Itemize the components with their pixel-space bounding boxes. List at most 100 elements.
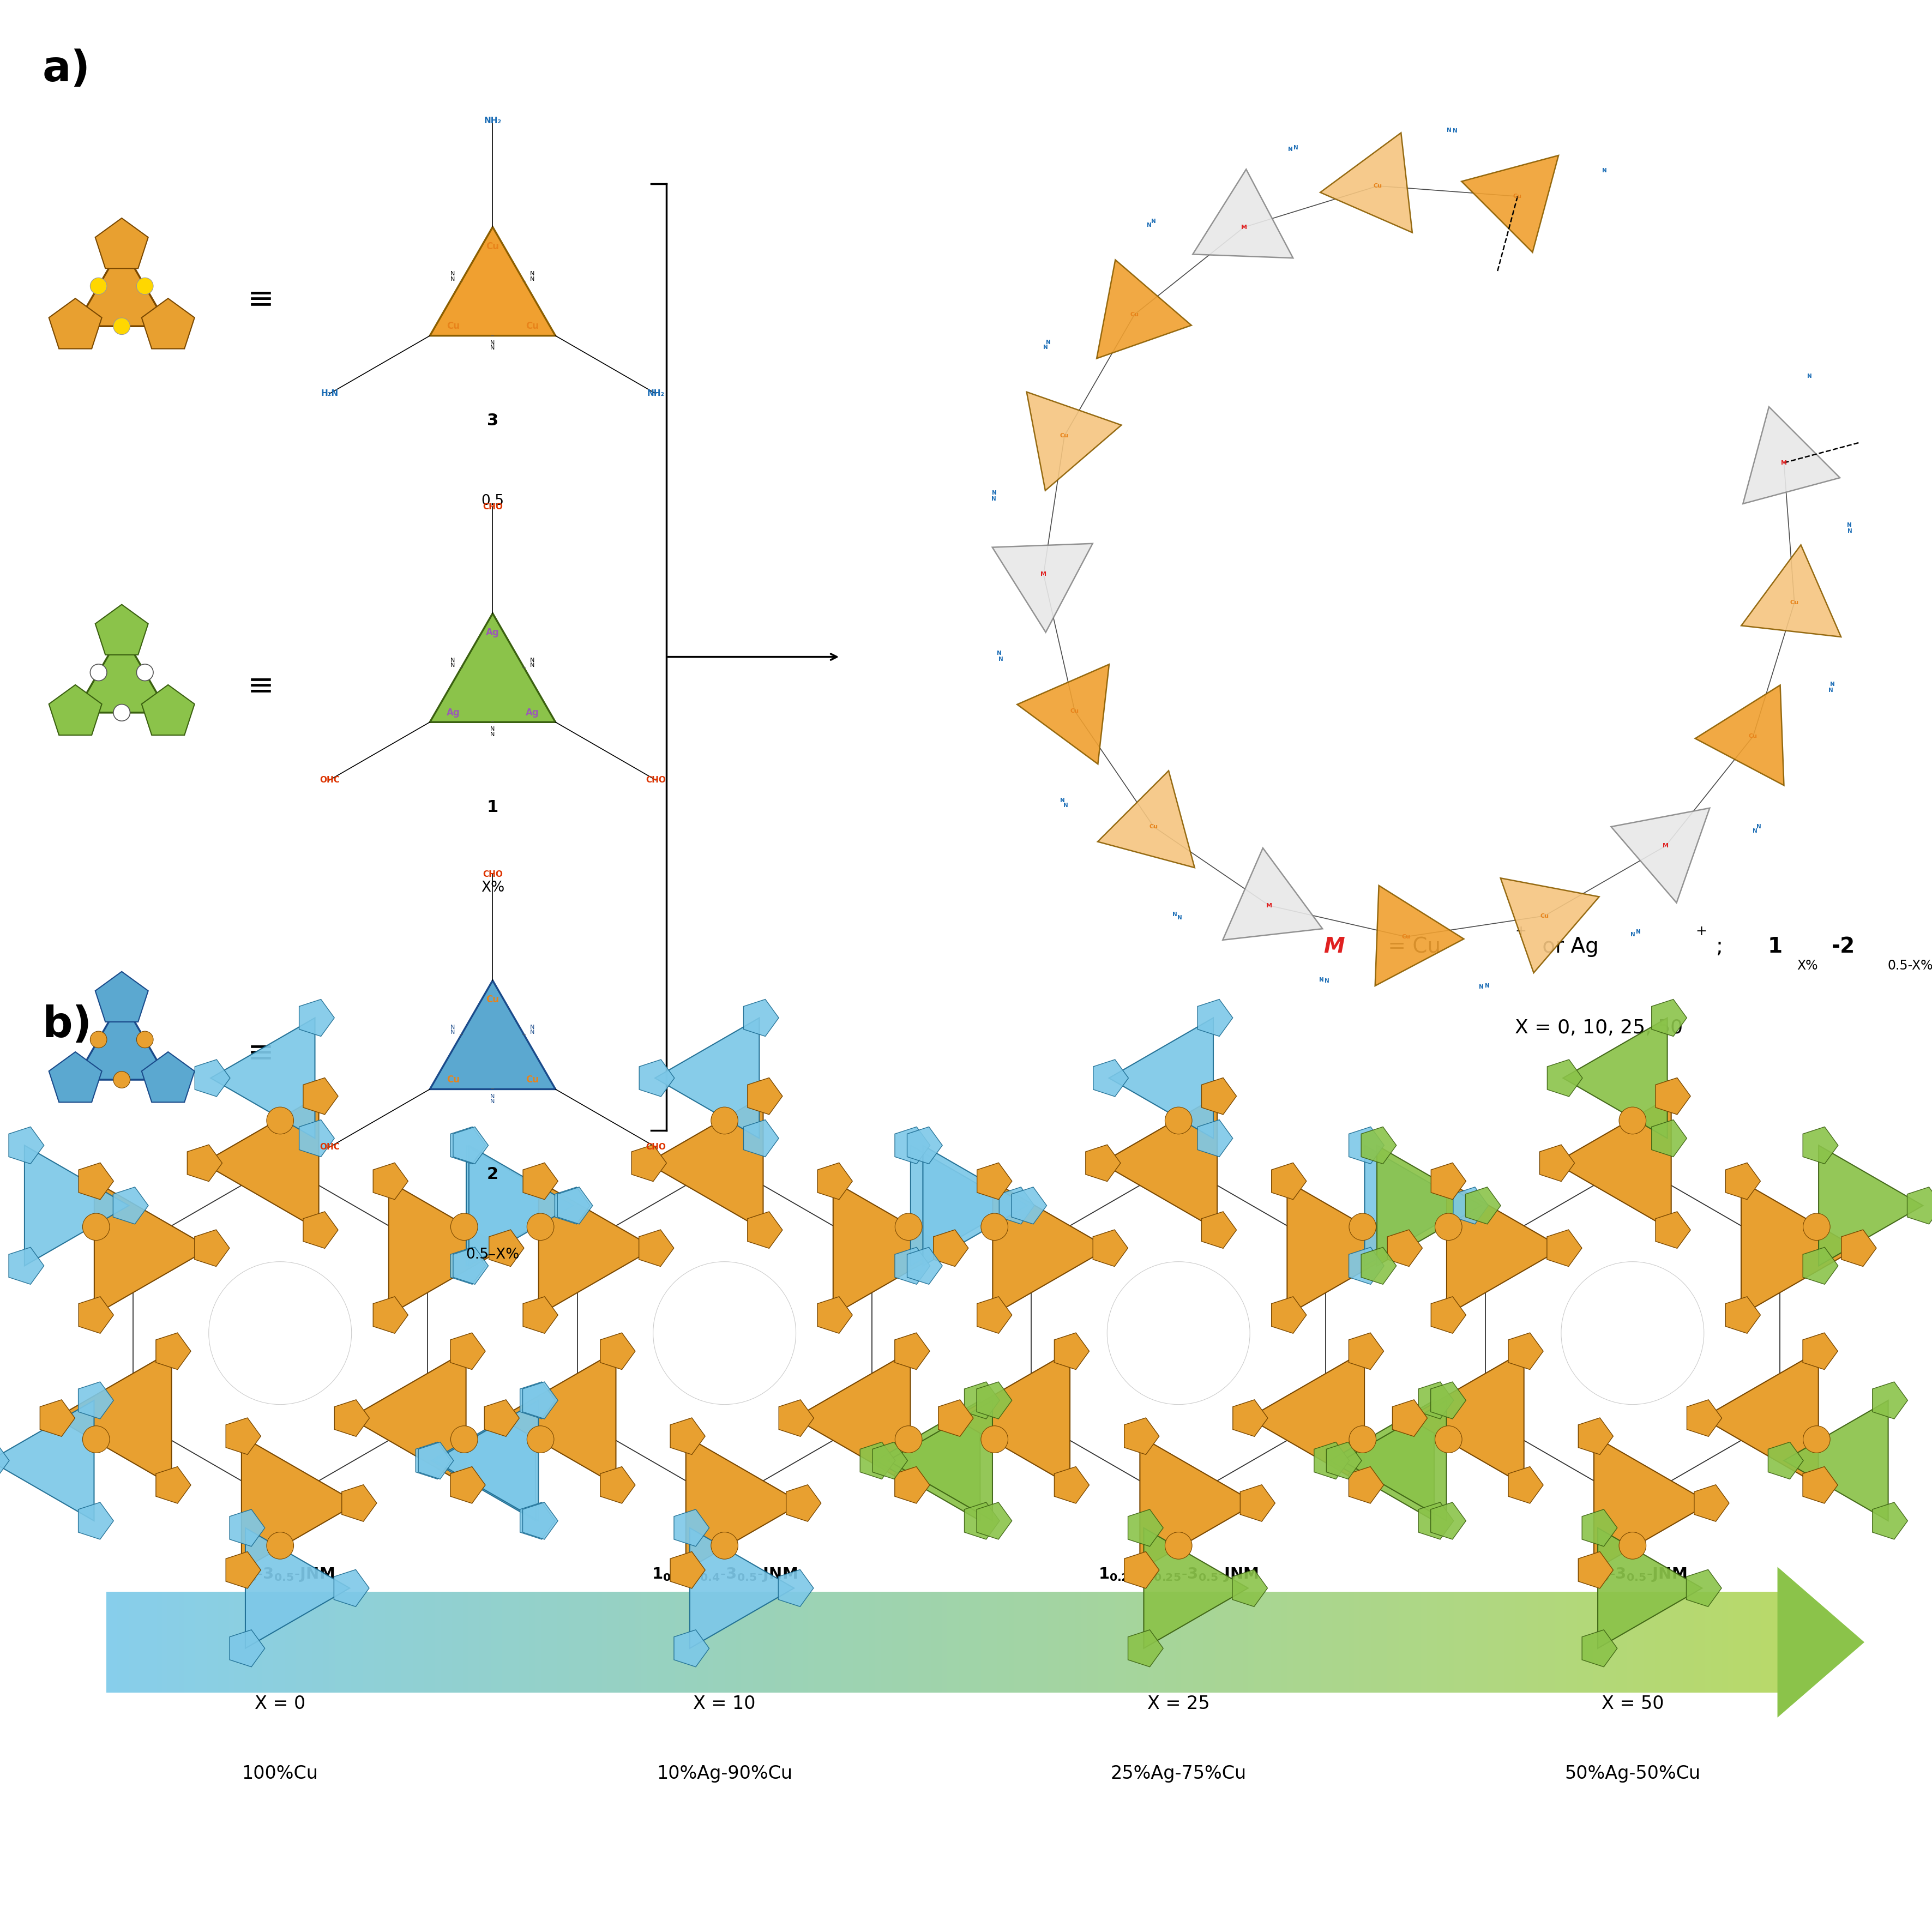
Bar <box>641 1592 647 1692</box>
Polygon shape <box>429 980 556 1090</box>
Bar <box>1706 1592 1712 1692</box>
Circle shape <box>1803 1426 1830 1453</box>
Text: N: N <box>1320 978 1323 981</box>
Polygon shape <box>1393 1399 1428 1437</box>
Circle shape <box>450 1213 477 1240</box>
Bar <box>133 1592 141 1692</box>
Bar <box>129 1592 135 1692</box>
Polygon shape <box>1364 1146 1468 1265</box>
Polygon shape <box>748 1211 782 1248</box>
Bar <box>1476 1592 1482 1692</box>
Polygon shape <box>875 1401 980 1520</box>
Bar <box>1360 1592 1366 1692</box>
Bar <box>162 1592 168 1692</box>
Text: CHO: CHO <box>483 869 502 879</box>
Bar <box>458 1592 464 1692</box>
Bar <box>1571 1592 1577 1692</box>
Bar <box>703 1592 709 1692</box>
Bar <box>323 1592 330 1692</box>
Text: CHO: CHO <box>645 1144 667 1151</box>
Bar <box>228 1592 236 1692</box>
Text: 3: 3 <box>487 413 498 429</box>
Bar <box>491 1592 497 1692</box>
Polygon shape <box>1578 1551 1613 1588</box>
Polygon shape <box>203 1095 319 1231</box>
Bar <box>585 1592 591 1692</box>
Bar <box>1132 1592 1138 1692</box>
Bar <box>1410 1592 1416 1692</box>
Bar <box>692 1592 697 1692</box>
Text: -2: -2 <box>1832 937 1855 956</box>
Bar <box>981 1592 987 1692</box>
Polygon shape <box>910 1146 1014 1265</box>
Bar <box>724 1592 730 1692</box>
Text: −: − <box>522 665 526 670</box>
Text: X%: X% <box>1797 960 1818 972</box>
Polygon shape <box>1124 1551 1159 1588</box>
Bar <box>1694 1592 1700 1692</box>
Polygon shape <box>450 1466 485 1503</box>
Bar <box>1493 1592 1499 1692</box>
Bar <box>630 1592 636 1692</box>
Circle shape <box>1803 1213 1830 1240</box>
Polygon shape <box>242 1435 357 1571</box>
Polygon shape <box>779 1399 813 1437</box>
Circle shape <box>137 278 153 294</box>
Bar <box>1432 1592 1437 1692</box>
Bar <box>991 1592 999 1692</box>
Bar <box>997 1592 1005 1692</box>
Bar <box>1644 1592 1650 1692</box>
Bar <box>1047 1592 1053 1692</box>
Polygon shape <box>466 1146 570 1265</box>
Text: CHO: CHO <box>483 502 502 512</box>
Bar <box>1600 1592 1605 1692</box>
Bar <box>417 1592 425 1692</box>
Text: X = 25: X = 25 <box>1148 1694 1209 1714</box>
Polygon shape <box>1548 1229 1582 1267</box>
Bar <box>657 1592 665 1692</box>
Bar <box>524 1592 529 1692</box>
Text: 1: 1 <box>487 800 498 815</box>
Polygon shape <box>993 543 1094 632</box>
Bar <box>875 1592 881 1692</box>
Bar <box>1683 1592 1689 1692</box>
Circle shape <box>83 1426 110 1453</box>
Bar <box>553 1592 558 1692</box>
Circle shape <box>1165 1532 1192 1559</box>
Bar <box>1153 1592 1159 1692</box>
Bar <box>1656 1592 1662 1692</box>
Text: Cu: Cu <box>1401 933 1410 939</box>
Polygon shape <box>908 1248 943 1285</box>
Circle shape <box>91 278 106 294</box>
Bar <box>1671 1592 1677 1692</box>
Bar <box>1387 1592 1393 1692</box>
Bar <box>653 1592 659 1692</box>
Bar <box>218 1592 224 1692</box>
Bar <box>440 1592 446 1692</box>
Polygon shape <box>230 1631 265 1667</box>
Text: X = 0: X = 0 <box>255 1694 305 1714</box>
Bar <box>485 1592 491 1692</box>
Bar <box>1488 1592 1493 1692</box>
Bar <box>607 1592 614 1692</box>
Text: N: N <box>1806 373 1812 379</box>
Polygon shape <box>1432 1163 1466 1200</box>
Bar <box>1660 1592 1667 1692</box>
Bar <box>1325 1592 1333 1692</box>
Bar <box>1053 1592 1059 1692</box>
Bar <box>1171 1592 1177 1692</box>
Polygon shape <box>993 1180 1109 1316</box>
Text: N: N <box>1453 128 1457 133</box>
Bar <box>1059 1592 1065 1692</box>
Circle shape <box>91 1032 106 1047</box>
Text: +: + <box>1694 925 1706 937</box>
Text: N: N <box>1447 128 1451 133</box>
Polygon shape <box>1026 392 1121 491</box>
Polygon shape <box>1656 1078 1690 1115</box>
Text: 10%Ag-90%Cu: 10%Ag-90%Cu <box>657 1764 792 1783</box>
Polygon shape <box>1233 1569 1267 1607</box>
Bar <box>1420 1592 1428 1692</box>
Text: Cu: Cu <box>1540 914 1549 918</box>
Polygon shape <box>388 1180 504 1316</box>
Bar <box>1605 1592 1611 1692</box>
